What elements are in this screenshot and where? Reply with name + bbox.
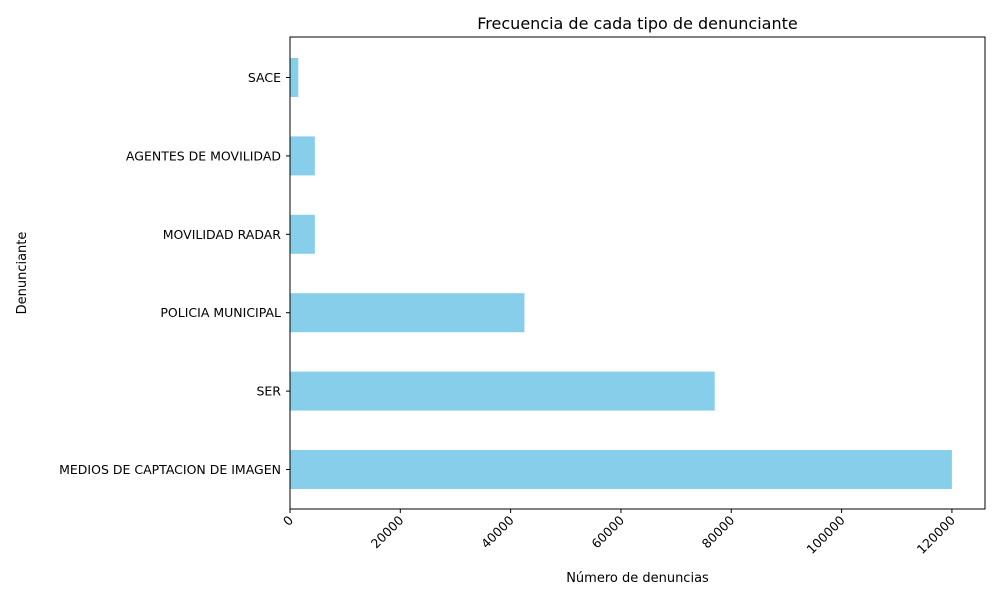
y-tick-label: MEDIOS DE CAPTACION DE IMAGEN [59, 462, 281, 477]
y-tick-label: SACE [248, 70, 281, 85]
bars-layer [290, 58, 952, 489]
plot-frame [289, 36, 986, 510]
bar [290, 136, 315, 176]
bar [290, 371, 715, 411]
y-tick-label: POLICIA MUNICIPAL [160, 305, 281, 320]
x-tick-label: 120000 [914, 512, 958, 556]
y-axis-ticks: MEDIOS DE CAPTACION DE IMAGEN SER POLICIA … [59, 70, 290, 477]
y-axis-label: Denunciante [15, 232, 30, 315]
x-tick-label: 60000 [588, 512, 627, 551]
x-tick-label: 40000 [478, 512, 517, 551]
bar [290, 450, 952, 489]
x-tick-label: 100000 [803, 512, 847, 556]
y-tick-label: MOVILIDAD RADAR [163, 227, 282, 242]
x-tick-label: 0 [280, 512, 296, 528]
bar [290, 58, 299, 97]
x-tick-label: 80000 [699, 512, 738, 551]
x-axis-ticks: 0 20000 40000 60000 80000 100000 120000 [280, 509, 958, 557]
chart-title: Frecuencia de cada tipo de denunciante [477, 14, 797, 33]
bar [290, 293, 525, 333]
bar [290, 214, 315, 254]
y-tick-label: AGENTES DE MOVILIDAD [126, 148, 281, 163]
x-axis-label: Número de denuncias [566, 571, 709, 586]
y-tick-label: SER [256, 384, 281, 399]
x-tick-label: 20000 [368, 512, 407, 551]
